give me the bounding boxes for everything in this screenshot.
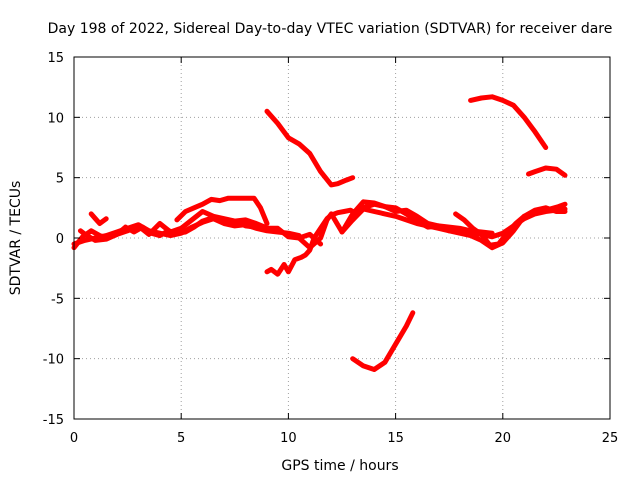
series-line-arc-7: [264, 108, 356, 188]
x-tick-label: 5: [177, 431, 185, 446]
series-line-arc-12: [350, 310, 416, 372]
x-tick-label: 10: [280, 431, 297, 446]
y-tick-label: 10: [47, 111, 64, 126]
series-line-arc-11: [453, 201, 568, 248]
x-tick-label: 20: [495, 431, 512, 446]
y-tick-label: 5: [56, 172, 64, 187]
chart-title: Day 198 of 2022, Sidereal Day-to-day VTE…: [48, 21, 613, 37]
y-tick-labels: -15 -10 -5 0 5 10 15: [43, 51, 64, 428]
x-tick-label: 0: [70, 431, 78, 446]
series-line-arc-4: [174, 195, 270, 226]
series-line-arc-5: [88, 211, 109, 226]
series-layer: [71, 94, 568, 372]
y-tick-label: -15: [43, 413, 64, 428]
series-line-arc-13: [468, 94, 549, 150]
series-line-arc-6: [264, 207, 356, 277]
x-axis-label: GPS time / hours: [281, 458, 398, 474]
y-tick-label: 15: [47, 51, 64, 66]
y-tick-label: -10: [43, 353, 64, 368]
x-tick-label: 15: [387, 431, 404, 446]
y-tick-label: 0: [56, 232, 64, 247]
grid-lines: [74, 57, 610, 419]
x-tick-labels: 0 5 10 15 20 25: [70, 431, 618, 446]
series-line-arc-3: [71, 216, 302, 247]
axis-ticks: [73, 56, 611, 420]
y-tick-label: -5: [51, 292, 64, 307]
series-line-arc-2: [77, 209, 268, 243]
y-axis-label: SDTVAR / TECUs: [8, 181, 24, 296]
x-tick-label: 25: [602, 431, 619, 446]
series-line-arc-14: [526, 165, 568, 178]
